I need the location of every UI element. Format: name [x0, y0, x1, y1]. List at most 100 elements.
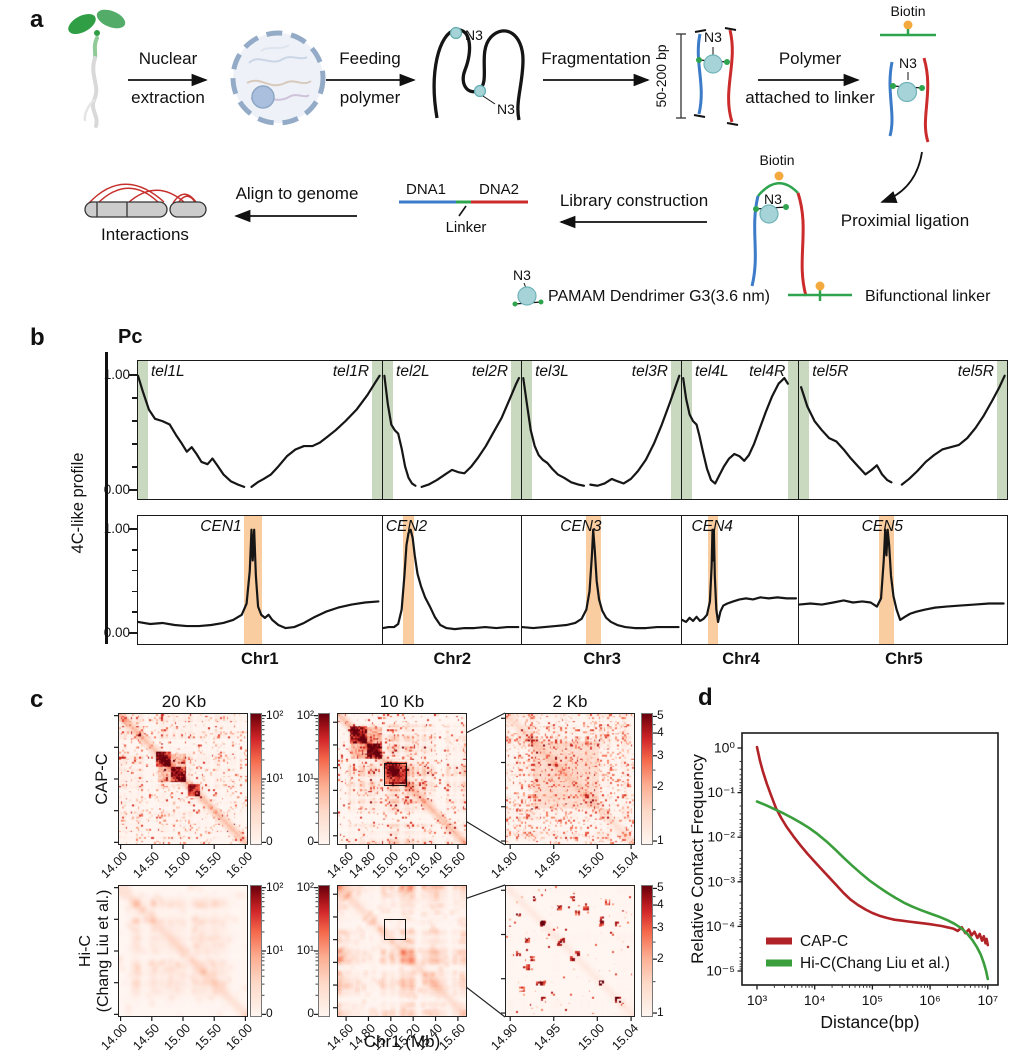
b-y-tick: [132, 590, 137, 593]
heatmap-hic-10kb: [337, 885, 467, 1017]
chr-label: Chr1: [241, 650, 279, 668]
c-x-tick-label: 14.90: [488, 1021, 521, 1054]
colorbar-label: 10²: [266, 707, 284, 722]
c-x-tick-label: 15.00: [575, 1021, 608, 1054]
telomere-band-left: [138, 361, 148, 499]
c-x-tick-label: 15.04: [608, 1021, 642, 1054]
chr-label: Chr4: [722, 650, 760, 668]
colorbar-label: 5: [657, 880, 664, 895]
profile-segment: [801, 387, 891, 482]
tel-left-label: tel2L: [396, 363, 430, 380]
d-y-tick-label: 10⁻³: [707, 873, 735, 889]
panel-d-label: d: [698, 684, 713, 711]
zoom-region-box: [383, 919, 406, 941]
linker-label: Linker: [446, 219, 487, 236]
tel-right-label: tel2R: [471, 363, 509, 380]
profile-segment: [384, 376, 415, 486]
d-x-tick-label: 10³: [747, 992, 768, 1008]
colorbar: [250, 885, 262, 1017]
profile-segment: [799, 530, 1004, 620]
dendrimer-sphere: [517, 286, 537, 306]
legend-dendrimer-label: PAMAM Dendrimer G3(3.6 nm): [548, 288, 770, 305]
tel-subpanel-Chr3: tel3L tel3R: [522, 361, 682, 499]
d-x-axis-label: Distance(bp): [820, 1012, 919, 1032]
telomere-band-left: [522, 361, 533, 499]
b-y-tick: [129, 489, 137, 491]
profile-curve: [522, 361, 681, 499]
d-legend-label: CAP-C: [800, 933, 848, 950]
c-x-tick-label: 15.00: [160, 1021, 193, 1054]
interactions-icon: Interactions: [84, 183, 207, 244]
colorbar-label: 2: [657, 951, 664, 966]
arrow-polymer-linker: Polymer attached to linker: [745, 49, 875, 107]
telomere-band-right: [788, 361, 799, 499]
dendrimer-sphere: [759, 204, 779, 224]
telomere-band-left: [799, 361, 810, 499]
telomere-band-left: [681, 361, 692, 499]
dendrimer-sphere: [703, 54, 723, 74]
tel-subpanel-Chr5: tel5R tel5R: [799, 361, 1007, 499]
tel-left-label: tel4L: [694, 363, 729, 380]
biotin-dot: [815, 281, 825, 291]
b-y-tick: [129, 374, 137, 376]
b-y-tick-label: 0.00: [103, 482, 130, 497]
fragment-complex-icon: 50-200 bp N3: [653, 27, 739, 126]
d-y-tick-label: 10⁻⁴: [706, 918, 735, 934]
cen-label: CEN1: [200, 518, 242, 535]
n3-label: N3: [704, 29, 722, 45]
d-y-tick-label: 10⁻⁵: [706, 963, 735, 979]
centromere-band: [402, 516, 415, 644]
heatmap-hic-2kb: [505, 885, 635, 1017]
colorbar-label: 3: [657, 747, 664, 762]
dendrimer-dot: [449, 26, 463, 40]
colorbar-label: 0: [266, 834, 273, 849]
c-title-2kb: 2 Kb: [552, 692, 588, 711]
colorbar: [318, 713, 330, 845]
colorbar-label: 10¹: [266, 943, 284, 957]
b-y-tick: [132, 420, 137, 422]
panel-a-label: a: [30, 6, 44, 33]
colorbar: [641, 885, 653, 1017]
n3-label: N3: [513, 267, 531, 283]
cen-subpanel-Chr5: CEN5: [799, 516, 1007, 644]
cen-label: CEN3: [560, 518, 602, 535]
dendrimer-dot: [473, 84, 487, 98]
d-y-tick-label: 10⁰: [714, 740, 736, 756]
d-legend-label: Hi-C(Chang Liu et al.): [800, 955, 950, 972]
c-x-tick-label: 14.95: [531, 849, 564, 882]
c-x-tick-label: 16.00: [223, 1021, 256, 1054]
b-y-tick-label: 1.00: [103, 521, 130, 536]
arrow-fragmentation: Fragmentation: [541, 49, 651, 87]
c-x-tick-label: 14.50: [129, 849, 162, 882]
b-y-tick: [132, 611, 137, 613]
telomere-band-right: [511, 361, 522, 499]
c-title-10kb: 10 Kb: [379, 692, 425, 711]
c-x-tick-label: 14.95: [531, 1021, 564, 1054]
profile-curve: [799, 361, 1007, 499]
dna2-label: DNA2: [479, 181, 519, 198]
biotin-dot: [903, 20, 913, 30]
profile-axis-bracket: [105, 352, 108, 644]
chromatin-loops-icon: N3 N3: [432, 26, 525, 121]
panel-c-label: c: [30, 686, 44, 713]
d-plot-frame: [741, 732, 999, 986]
colorbar: [250, 713, 262, 845]
d-y-tick-label: 10⁻¹: [707, 784, 735, 800]
d-x-tick-label: 10⁶: [919, 992, 940, 1008]
profile-segment: [138, 376, 244, 487]
heatmap-capc-10kb: [337, 713, 467, 845]
ligated-complex-icon: Biotin N3: [750, 152, 808, 297]
c-x-tick-label: 15.50: [192, 1021, 225, 1054]
c-x-tick-label: 15.50: [192, 849, 225, 882]
chr-label: Chr2: [433, 650, 472, 668]
step-align: Align to genome: [236, 184, 359, 203]
centromere-band: [243, 516, 262, 644]
colorbar-label: 0: [307, 834, 314, 849]
heatmap-capc-2kb: [505, 713, 635, 845]
b-y-tick: [132, 466, 137, 468]
chr-label: Chr3: [583, 650, 621, 668]
profile-curve: [138, 361, 382, 499]
colorbar-label: 10¹: [296, 943, 314, 957]
nucleus-icon: [230, 30, 326, 126]
panel-a-legend: N3 PAMAM Dendrimer G3(3.6 nm) Bifunction…: [512, 267, 991, 307]
